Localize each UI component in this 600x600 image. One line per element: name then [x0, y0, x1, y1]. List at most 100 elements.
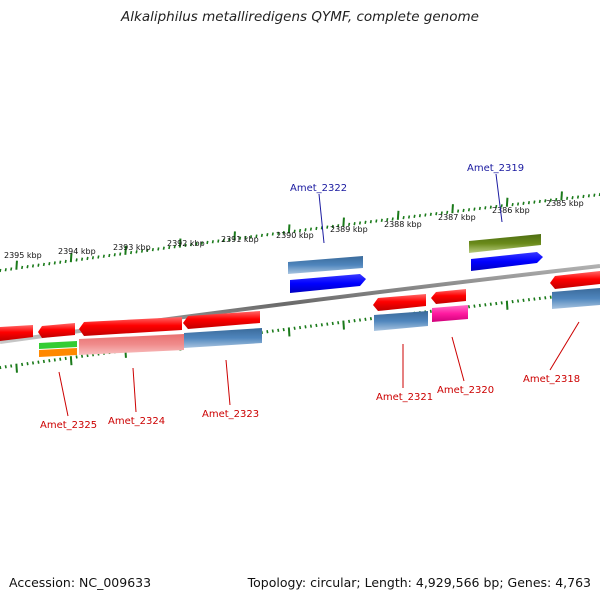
scale-tick-major [15, 260, 18, 270]
gene-amet-2319-olive[interactable] [469, 234, 541, 253]
scale-tick-minor [587, 194, 590, 198]
scale-tick-minor [576, 195, 580, 199]
scale-tick-minor [582, 194, 585, 199]
gene-amet-2324-salmon[interactable] [79, 334, 184, 355]
scale-tick-minor [380, 218, 383, 222]
scale-tick-minor [353, 319, 356, 323]
scale-tick-minor [462, 208, 465, 213]
scale-tick-minor [10, 364, 13, 368]
gene-amet-2322-blue[interactable] [290, 274, 366, 293]
scale-tick-minor [277, 328, 280, 332]
gene-amet-2320-pink[interactable] [432, 305, 468, 322]
scale-label: 2392 kbp [167, 239, 205, 248]
scale-tick-minor [260, 233, 263, 238]
scale-tick-major [396, 210, 400, 220]
scale-tick-minor [140, 249, 144, 253]
scale-tick-minor [331, 321, 334, 326]
gene-amet-2318-steel[interactable] [552, 288, 600, 309]
scale-tick-minor [222, 238, 225, 242]
gene-amet-2318-red[interactable] [550, 271, 600, 289]
scale-tick-minor [386, 217, 389, 222]
label-leaders [58, 173, 580, 417]
scale-label: 2388 kbp [384, 220, 422, 229]
scale-tick-minor [4, 268, 7, 272]
gene-amet-2325-red[interactable] [38, 323, 75, 338]
scale-tick-minor [64, 259, 67, 264]
gene-amet-2324-red[interactable] [79, 317, 182, 336]
leader-amet-2323 [225, 359, 231, 406]
reverse-genes [0, 271, 600, 357]
gene-label-amet-2320[interactable]: Amet_2320 [437, 385, 494, 396]
gene-label-amet-2323[interactable]: Amet_2323 [202, 409, 259, 420]
gene-amet-2325-green[interactable] [39, 341, 77, 349]
gene-label-amet-2322[interactable]: Amet_2322 [290, 183, 347, 194]
scale-tick-minor [53, 358, 56, 362]
scale-tick-minor [304, 325, 307, 329]
scale-tick-minor [435, 212, 438, 216]
scale-tick-minor [473, 304, 476, 308]
gene-amet-2319-blue[interactable] [471, 252, 543, 271]
scale-tick-minor [168, 245, 171, 250]
scale-tick-minor [293, 326, 296, 330]
gene-amet-2321-steel[interactable] [374, 311, 428, 331]
gene-amet-2323-steel[interactable] [184, 328, 262, 348]
scale-tick-minor [484, 206, 487, 210]
scale-tick-minor [162, 246, 165, 250]
scale-tick-minor [489, 302, 492, 306]
scale-tick-minor [511, 299, 514, 304]
scale-tick-minor [484, 303, 487, 307]
scale-tick-minor [527, 201, 531, 205]
scale-tick-minor [42, 262, 45, 267]
scale-tick-minor [337, 224, 340, 228]
scale-labels: 2395 kbp 2394 kbp 2393 kbp 2392 kbp 2391… [4, 199, 584, 260]
scale-tick-minor [326, 225, 329, 229]
scale-tick-minor [97, 255, 100, 259]
scale-tick-minor [37, 360, 40, 364]
scale-tick-minor [26, 265, 29, 269]
gene-amet-2323-red[interactable] [183, 311, 260, 329]
gene-amet-2325-orange[interactable] [39, 348, 77, 357]
gene-left-edge-red[interactable] [0, 325, 33, 341]
scale-tick-minor [108, 253, 111, 258]
scale-tick-major [178, 238, 182, 248]
scale-tick-minor [304, 228, 307, 232]
gene-label-amet-2324[interactable]: Amet_2324 [108, 416, 165, 427]
gene-amet-2321-red[interactable] [373, 294, 426, 311]
gene-amet-2320-red[interactable] [431, 289, 466, 304]
scale-tick-minor [0, 268, 2, 273]
scale-tick-minor [0, 365, 2, 370]
scale-tick-minor [353, 222, 356, 226]
scale-label: 2390 kbp [276, 231, 314, 240]
accession-number: Accession: NC_009633 [9, 575, 152, 590]
scale-tick-minor [59, 357, 62, 361]
scale-tick-minor [37, 263, 40, 267]
gene-label-amet-2321[interactable]: Amet_2321 [376, 392, 433, 403]
scale-tick-minor [309, 324, 313, 328]
scale-tick-minor [113, 253, 116, 257]
gene-label-amet-2318[interactable]: Amet_2318 [523, 374, 580, 385]
scale-tick-minor [10, 267, 13, 271]
scale-tick-minor [495, 301, 498, 306]
gene-amet-2322-steel[interactable] [288, 256, 363, 274]
leader-amet-2319 [495, 173, 503, 223]
gene-label-amet-2325[interactable]: Amet_2325 [40, 420, 97, 431]
scale-tick-minor [533, 200, 536, 204]
gene-label-amet-2319[interactable]: Amet_2319 [467, 163, 524, 174]
genome-stats: Topology: circular; Length: 4,929,566 bp… [247, 575, 591, 590]
scale-tick-minor [446, 210, 449, 215]
scale-tick-minor [326, 322, 329, 326]
scale-tick-minor [516, 202, 520, 206]
scale-tick-minor [282, 327, 285, 332]
scale-tick-minor [26, 362, 29, 366]
scale-tick-minor [495, 204, 498, 209]
scale-tick-major [69, 356, 73, 366]
scale-tick-minor [266, 233, 269, 237]
scale-tick-minor [364, 317, 367, 321]
scale-tick-minor [478, 206, 481, 211]
scale-label: 2391 kbp [221, 235, 259, 244]
scale-tick-major [287, 224, 291, 234]
scale-tick-minor [315, 323, 318, 328]
scale-tick-minor [173, 245, 176, 249]
scale-tick-minor [102, 254, 105, 258]
